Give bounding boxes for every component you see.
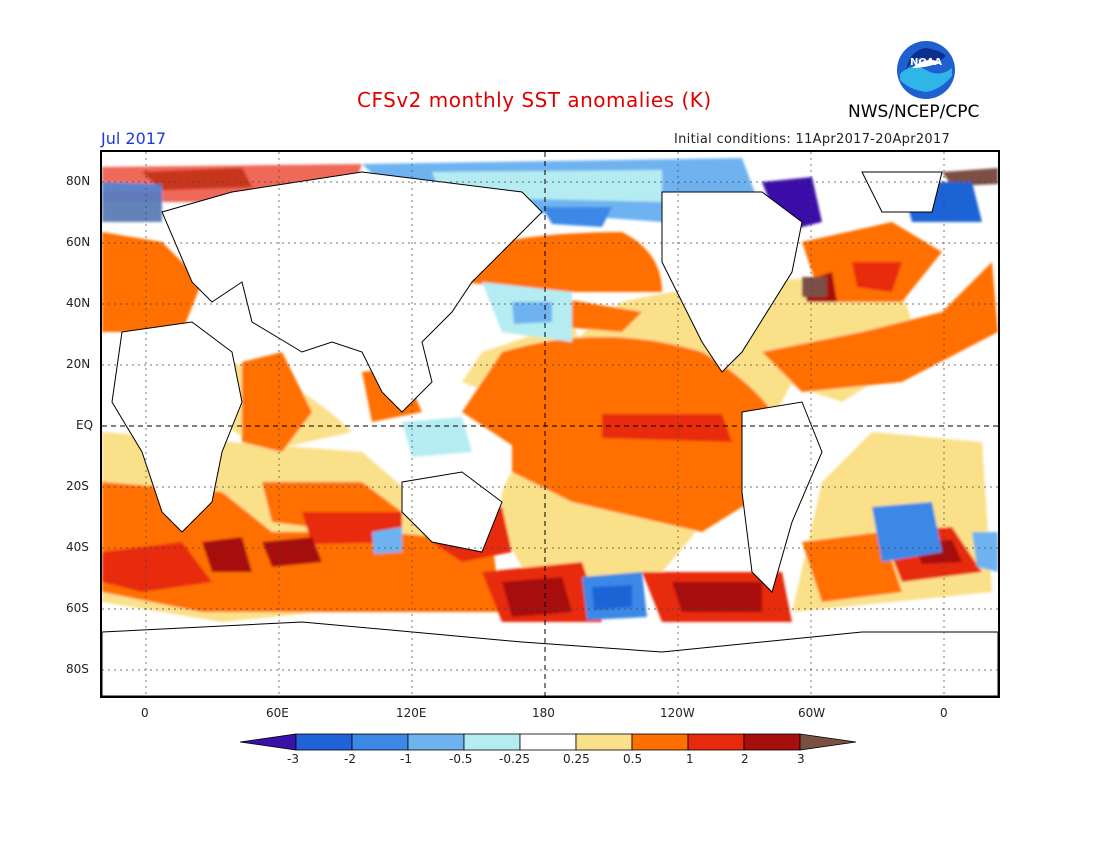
sst-anomaly-map	[100, 150, 1000, 698]
lat-label: 60S	[66, 601, 89, 615]
noaa-logo: NOAA	[896, 40, 956, 104]
colorbar-label: 0.5	[623, 752, 643, 766]
lat-label: 80N	[66, 174, 91, 188]
colorbar-cell	[687, 733, 745, 751]
lat-label: 20S	[66, 479, 89, 493]
equator-dateline	[102, 152, 998, 696]
colorbar-label: 3	[797, 752, 805, 766]
lon-label: 60W	[798, 706, 826, 720]
colorbar-label: -2	[344, 752, 356, 766]
initial-conditions: Initial conditions: 11Apr2017-20Apr2017	[674, 132, 951, 147]
colorbar-cell	[463, 733, 521, 751]
valid-month: Jul 2017	[101, 129, 167, 148]
colorbar-cell	[631, 733, 689, 751]
colorbar-label: -0.25	[499, 752, 531, 766]
lat-label: EQ	[76, 418, 94, 432]
org-label: NWS/NCEP/CPC	[848, 102, 980, 122]
colorbar-label: -0.5	[449, 752, 473, 766]
lat-label: 40S	[66, 540, 89, 554]
colorbar-cell	[407, 733, 465, 751]
lon-label: 120W	[660, 706, 695, 720]
colorbar-cell	[519, 733, 577, 751]
colorbar-cell	[799, 733, 857, 751]
colorbar-cell	[239, 733, 297, 751]
lat-label: 60N	[66, 235, 91, 249]
colorbar-label: -1	[400, 752, 412, 766]
continents	[102, 171, 998, 696]
map-title: CFSv2 monthly SST anomalies (K)	[357, 88, 712, 112]
colorbar-label: 2	[741, 752, 749, 766]
svg-text:NOAA: NOAA	[910, 57, 942, 68]
lon-label: 180	[532, 706, 555, 720]
lon-label: 120E	[396, 706, 427, 720]
colorbar-label: 1	[686, 752, 694, 766]
lat-label: 80S	[66, 662, 89, 676]
colorbar-cell	[295, 733, 353, 751]
colorbar-cell	[575, 733, 633, 751]
lon-label: 0	[141, 706, 149, 720]
colorbar	[239, 733, 862, 755]
colorbar-cell	[351, 733, 409, 751]
lon-label: 0	[940, 706, 948, 720]
lon-label: 60E	[266, 706, 289, 720]
colorbar-cell	[743, 733, 801, 751]
graticule	[102, 152, 998, 696]
colorbar-label: 0.25	[563, 752, 590, 766]
lat-label: 20N	[66, 357, 91, 371]
colorbar-label: -3	[287, 752, 299, 766]
lat-label: 40N	[66, 296, 91, 310]
